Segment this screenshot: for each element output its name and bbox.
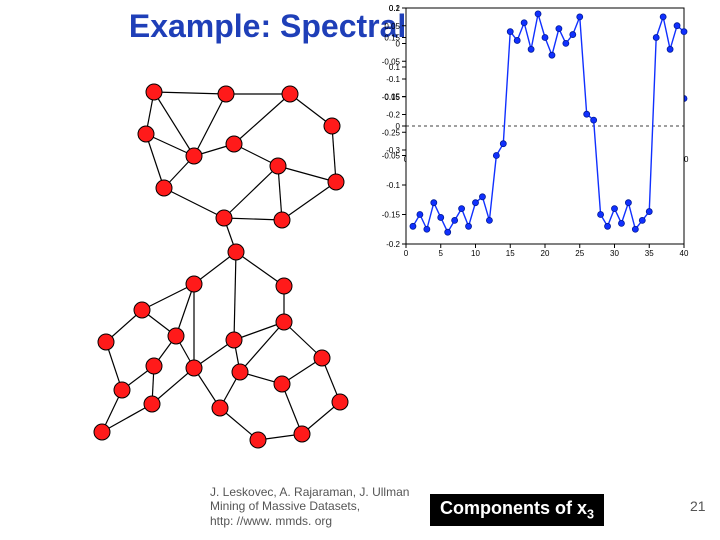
svg-text:10: 10 — [471, 249, 480, 258]
svg-text:-0.2: -0.2 — [386, 240, 400, 249]
svg-text:35: 35 — [645, 249, 654, 258]
svg-text:40: 40 — [680, 249, 689, 258]
chart3-label: Components of x3 — [430, 494, 604, 526]
chart-x3: 0 5 10 15 20 25 30 35 40 -0.2 -0.15 -0.1 -0.05 0 0.05 0… — [370, 0, 690, 264]
svg-text:0: 0 — [396, 122, 401, 131]
svg-text:5: 5 — [439, 249, 444, 258]
network-graph — [36, 72, 358, 452]
svg-text:0.1: 0.1 — [389, 63, 401, 72]
svg-text:0.15: 0.15 — [384, 34, 400, 43]
svg-text:0.2: 0.2 — [389, 4, 401, 13]
svg-text:-0.15: -0.15 — [382, 211, 401, 220]
svg-text:-0.1: -0.1 — [386, 181, 400, 190]
svg-text:20: 20 — [541, 249, 550, 258]
footer-citation: J. Leskovec, A. Rajaraman, J. UllmanMini… — [210, 485, 409, 528]
svg-text:0.05: 0.05 — [384, 93, 400, 102]
svg-text:0: 0 — [404, 249, 409, 258]
svg-text:-0.05: -0.05 — [382, 152, 401, 161]
svg-text:15: 15 — [506, 249, 515, 258]
page-number: 21 — [690, 498, 706, 514]
svg-text:30: 30 — [610, 249, 619, 258]
svg-text:25: 25 — [575, 249, 584, 258]
